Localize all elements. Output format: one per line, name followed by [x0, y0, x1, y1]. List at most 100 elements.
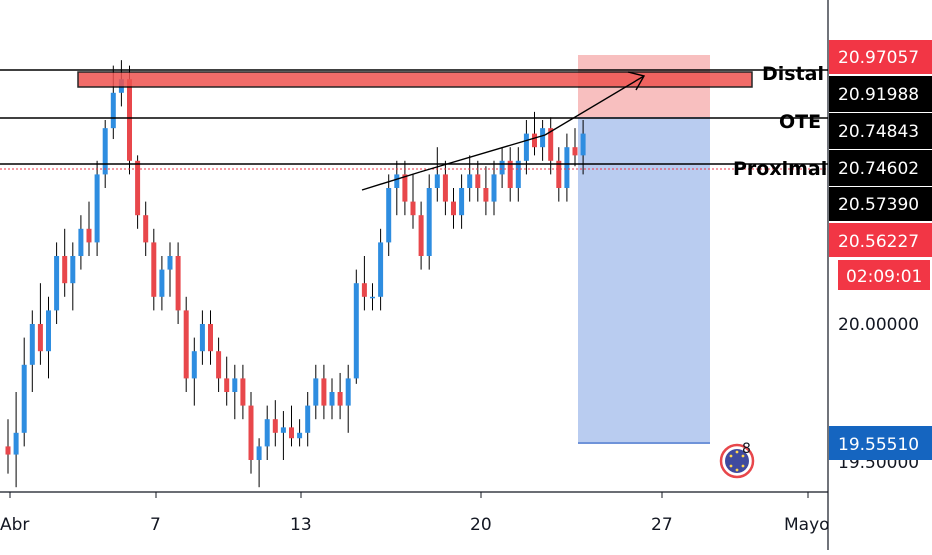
candle-body — [46, 310, 51, 352]
svg-text:20.91988: 20.91988 — [838, 85, 919, 105]
candle — [289, 405, 294, 447]
x-tick-label: 7 — [150, 515, 161, 535]
candle — [329, 378, 335, 420]
candle — [491, 160, 497, 216]
candle — [143, 201, 149, 256]
candle-body — [272, 419, 278, 433]
candle — [272, 400, 278, 447]
candle-body — [475, 174, 481, 188]
candle — [345, 364, 351, 433]
candle-body — [21, 364, 27, 433]
candle — [507, 147, 513, 202]
candle — [361, 256, 367, 311]
candle-body — [37, 324, 43, 352]
candle-body — [394, 174, 400, 188]
candle — [451, 188, 456, 229]
trend-line[interactable] — [419, 134, 546, 173]
candle — [580, 120, 586, 175]
candle — [370, 283, 375, 311]
candle — [572, 128, 578, 167]
candle — [313, 364, 319, 420]
candle-body — [216, 351, 222, 379]
candle-body — [232, 378, 238, 392]
candle-body — [94, 174, 100, 243]
candle — [13, 392, 19, 488]
candle — [183, 296, 189, 392]
svg-text:20.56227: 20.56227 — [838, 232, 919, 252]
candle-body — [191, 351, 197, 379]
candle-body — [523, 133, 529, 161]
candle — [548, 117, 554, 175]
candle-body — [264, 419, 270, 447]
price-tag-4: 20.57390 — [829, 187, 932, 221]
candle-body — [5, 446, 11, 455]
candle-body — [54, 256, 60, 311]
candle — [418, 201, 424, 270]
x-tick-label: 20 — [470, 515, 492, 535]
candle-body — [329, 392, 335, 406]
candle — [86, 201, 92, 256]
svg-text:8: 8 — [742, 441, 751, 457]
candle-body — [580, 133, 586, 156]
candle — [410, 174, 416, 229]
candle — [540, 120, 546, 161]
candle — [459, 174, 465, 229]
candle — [159, 256, 165, 311]
candle-body — [515, 160, 521, 188]
candle-body — [280, 427, 286, 433]
candle — [297, 419, 303, 447]
candle — [483, 166, 489, 216]
candle — [564, 133, 570, 202]
candle — [337, 372, 343, 420]
candle-body — [386, 188, 392, 243]
candle-body — [337, 392, 343, 406]
stop-zone[interactable] — [578, 117, 710, 443]
candle — [248, 392, 254, 474]
candle — [256, 438, 262, 488]
svg-text:20.97057: 20.97057 — [838, 48, 919, 68]
candle-body — [70, 256, 76, 284]
supply-zone[interactable] — [77, 71, 753, 88]
candle-body — [451, 201, 456, 216]
candle — [280, 411, 286, 460]
candle-body — [86, 228, 92, 243]
candle-body — [410, 201, 416, 216]
candle-body — [289, 427, 294, 439]
price-tag-stop: 19.55510 — [829, 426, 932, 460]
annotation-proximal: Proximal — [733, 158, 827, 180]
candle-body — [507, 160, 513, 188]
candle-body — [345, 378, 351, 406]
candles — [5, 60, 586, 488]
candle-body — [499, 160, 505, 175]
candle-body — [378, 242, 384, 297]
candle-body — [135, 160, 141, 216]
candle — [305, 392, 311, 447]
candle — [78, 215, 84, 270]
candle — [378, 228, 384, 311]
candle — [62, 228, 68, 297]
candle-body — [532, 133, 537, 148]
candle — [21, 337, 27, 447]
annotation-distal: Distal — [762, 63, 824, 85]
candle — [199, 310, 205, 365]
candle-body — [199, 324, 205, 352]
candle-body — [110, 92, 116, 129]
swing-low-line[interactable] — [361, 171, 421, 191]
candle — [191, 337, 197, 406]
candle-body — [159, 269, 165, 297]
candle — [523, 120, 529, 175]
price-tag-2: 20.74843 — [829, 113, 932, 149]
candle-body — [556, 160, 562, 188]
candle-body — [426, 188, 432, 256]
countdown-tag: 02:09:01 — [838, 260, 930, 290]
candle — [175, 242, 181, 324]
candle-body — [29, 324, 35, 365]
candle-body — [224, 378, 230, 392]
price-tag-3: 20.74602 — [829, 150, 932, 186]
candle-body — [483, 188, 489, 202]
candle-body — [167, 256, 173, 270]
projection-arrow-line[interactable] — [544, 75, 645, 136]
candle-body — [548, 128, 554, 161]
